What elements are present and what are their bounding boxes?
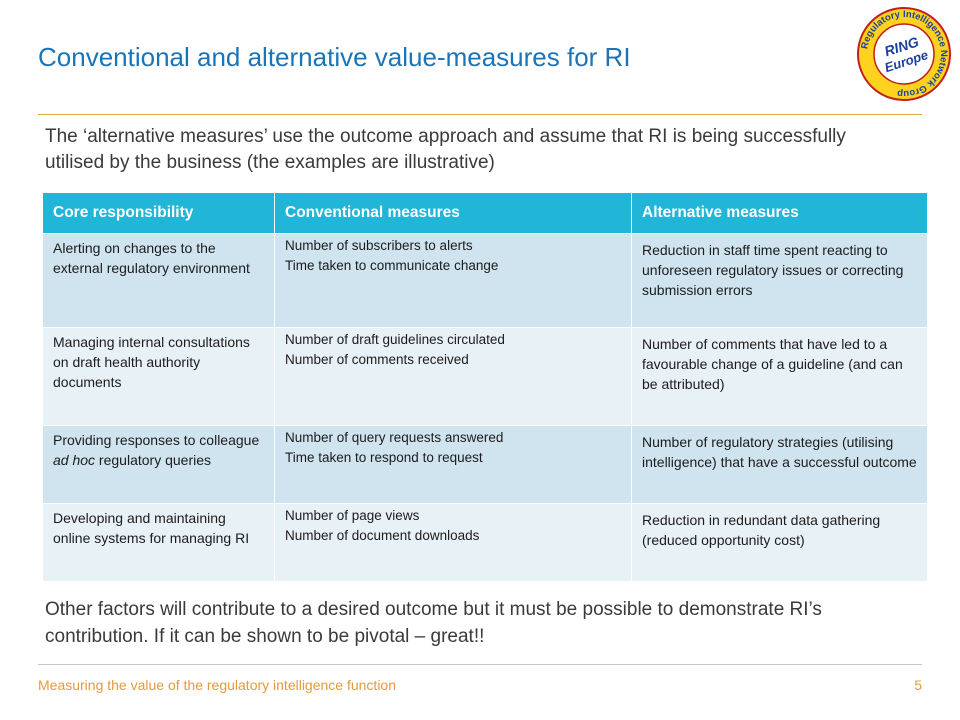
page-number: 5 bbox=[914, 677, 922, 693]
ring-europe-logo: Regulatory Intelligence Network Group RI… bbox=[856, 6, 952, 102]
ring-logo-graphic: Regulatory Intelligence Network Group RI… bbox=[857, 7, 951, 101]
conventional-measure: Time taken to respond to request bbox=[285, 450, 483, 465]
header-conventional-measures: Conventional measures bbox=[274, 192, 632, 234]
alternative-cell: Reduction in redundant data gathering (r… bbox=[631, 503, 928, 582]
conventional-measure: Number of document downloads bbox=[285, 528, 480, 543]
alternative-cell: Reduction in staff time spent reacting t… bbox=[631, 233, 928, 328]
core-cell: Providing responses to colleague ad hoc … bbox=[42, 425, 275, 504]
conventional-cell: Number of draft guidelines circulated Nu… bbox=[274, 327, 632, 426]
conventional-measure: Number of query requests answered bbox=[285, 430, 504, 445]
slide-title: Conventional and alternative value-measu… bbox=[38, 42, 631, 72]
conventional-measure: Number of page views bbox=[285, 508, 420, 523]
header-core-responsibility: Core responsibility bbox=[42, 192, 275, 234]
intro-paragraph: The ‘alternative measures’ use the outco… bbox=[45, 126, 846, 173]
conventional-cell: Number of subscribers to alerts Time tak… bbox=[274, 233, 632, 328]
conventional-measure: Number of draft guidelines circulated bbox=[285, 332, 505, 347]
header-alternative-measures: Alternative measures bbox=[631, 192, 928, 234]
footer-text: Measuring the value of the regulatory in… bbox=[38, 677, 396, 693]
core-cell: Alerting on changes to the external regu… bbox=[42, 233, 275, 328]
footer-divider bbox=[38, 664, 922, 665]
closing-paragraph: Other factors will contribute to a desir… bbox=[45, 599, 822, 647]
table-header-row: Core responsibility Conventional measure… bbox=[42, 192, 928, 234]
table-row: Managing internal consultations on draft… bbox=[42, 327, 928, 426]
conventional-measure: Time taken to communicate change bbox=[285, 258, 499, 273]
title-divider bbox=[38, 114, 922, 115]
conventional-cell: Number of page views Number of document … bbox=[274, 503, 632, 582]
core-cell: Developing and maintaining online system… bbox=[42, 503, 275, 582]
table-row: Providing responses to colleague ad hoc … bbox=[42, 425, 928, 504]
alternative-cell: Number of regulatory strategies (utilisi… bbox=[631, 425, 928, 504]
conventional-measure: Number of comments received bbox=[285, 352, 469, 367]
conventional-cell: Number of query requests answered Time t… bbox=[274, 425, 632, 504]
core-cell: Managing internal consultations on draft… bbox=[42, 327, 275, 426]
table-row: Developing and maintaining online system… bbox=[42, 503, 928, 582]
measures-table: Core responsibility Conventional measure… bbox=[42, 192, 928, 582]
alternative-cell: Number of comments that have led to a fa… bbox=[631, 327, 928, 426]
conventional-measure: Number of subscribers to alerts bbox=[285, 238, 473, 253]
table-row: Alerting on changes to the external regu… bbox=[42, 233, 928, 328]
